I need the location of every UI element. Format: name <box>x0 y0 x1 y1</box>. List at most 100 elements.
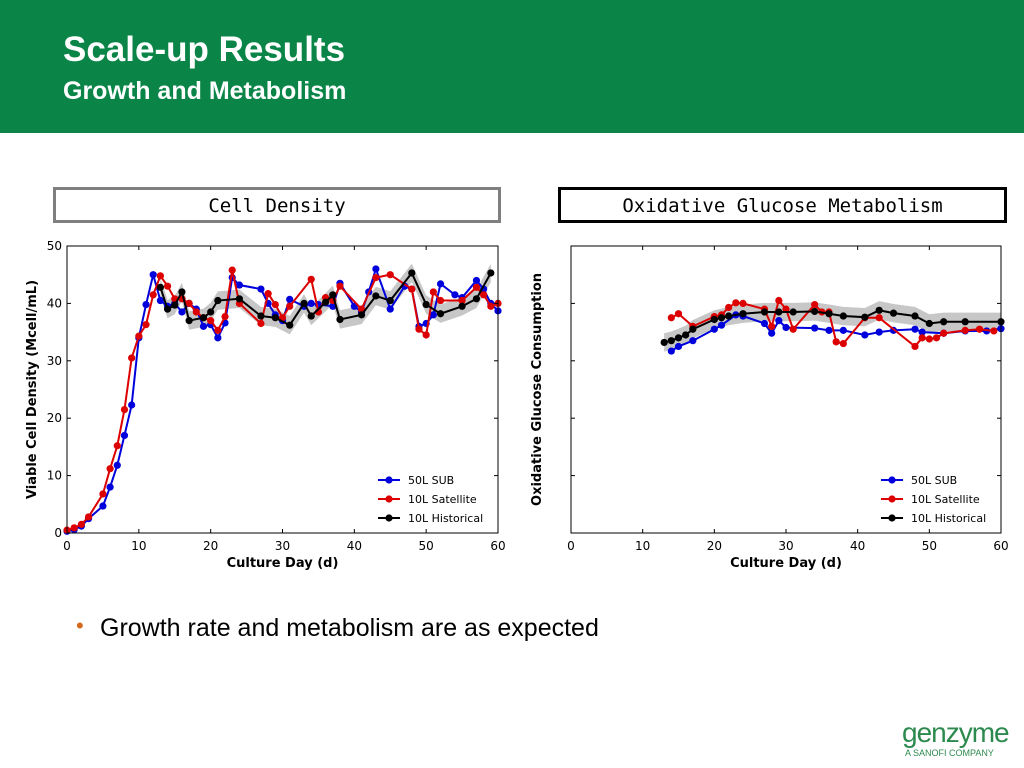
y-tick-label-2: 20 <box>47 411 62 425</box>
data-point-s2-4 <box>689 325 697 333</box>
data-point-s2-7 <box>725 312 733 320</box>
legend-marker-0 <box>888 476 896 484</box>
data-point-s0-4 <box>99 502 107 510</box>
data-point-s0-28 <box>286 295 294 303</box>
oxidative-glucose-label: Oxidative Glucose Metabolism <box>558 187 1007 223</box>
data-point-s1-38 <box>415 325 423 333</box>
data-point-s0-10 <box>782 323 790 332</box>
data-point-s1-33 <box>336 282 344 290</box>
data-point-s2-9 <box>760 308 769 316</box>
data-point-s2-9 <box>257 312 265 320</box>
data-point-s1-9 <box>135 332 143 340</box>
legend-marker-2 <box>385 514 393 522</box>
data-point-s0-30 <box>307 299 315 307</box>
y-tick-label-3: 30 <box>47 354 62 368</box>
data-point-s1-21 <box>221 313 229 321</box>
data-point-s1-21 <box>918 334 926 342</box>
bullet-text: Growth rate and metabolism are as expect… <box>100 614 599 642</box>
data-point-s1-45 <box>487 302 495 310</box>
x-tick-label-6: 60 <box>993 539 1008 553</box>
data-point-s2-11 <box>286 321 294 329</box>
x-tick-label-3: 30 <box>275 539 290 553</box>
data-point-s0-18 <box>918 328 926 336</box>
data-point-s2-17 <box>357 311 366 319</box>
data-point-s1-16 <box>185 299 193 307</box>
y-tick-label-1: 10 <box>47 469 62 483</box>
data-point-s0-8 <box>768 329 776 337</box>
data-point-s1-20 <box>214 326 222 334</box>
x-tick-label-4: 40 <box>347 539 362 553</box>
data-point-s1-5 <box>725 303 733 312</box>
data-point-s2-7 <box>214 296 222 305</box>
data-point-s2-3 <box>682 331 690 339</box>
data-point-s0-7 <box>120 431 129 440</box>
x-axis-title: Culture Day (d) <box>730 556 842 571</box>
y-axis-title: Oxidative Glucose Consumption <box>530 273 545 506</box>
data-point-s1-23 <box>932 334 941 342</box>
data-point-s1-17 <box>192 308 200 316</box>
data-point-s2-6 <box>717 314 726 322</box>
data-point-s0-24 <box>257 285 265 293</box>
y-axis-title: Viable Cell Density (Mcell/mL) <box>25 280 40 499</box>
legend-label-2: 10L Historical <box>911 512 986 525</box>
data-point-s1-7 <box>120 405 129 414</box>
data-point-s1-19 <box>207 317 215 325</box>
data-point-s0-12 <box>156 296 164 305</box>
x-tick-label-1: 10 <box>635 539 650 553</box>
data-point-s0-15 <box>178 308 186 316</box>
legend-label-0: 50L SUB <box>408 474 454 487</box>
data-point-s1-17 <box>839 339 847 348</box>
data-point-s1-5 <box>106 465 114 473</box>
data-point-s1-25 <box>264 290 272 298</box>
data-point-s0-45 <box>451 291 459 299</box>
data-point-s1-40 <box>429 288 437 296</box>
data-point-s1-13 <box>163 282 172 290</box>
genzyme-logo: genzyme A SANOFI COMPANY <box>902 718 1010 762</box>
x-tick-label-0: 0 <box>63 539 71 553</box>
data-point-s1-11 <box>782 305 790 313</box>
data-point-s2-0 <box>156 283 164 291</box>
cell-density-chart: 0 10 20 30 40 50 60 0 10 20 30 40 50 Culture Day (d) V… <box>25 239 506 571</box>
data-point-s2-23 <box>458 302 466 310</box>
data-point-s2-18 <box>911 312 919 320</box>
data-point-s2-3 <box>178 288 186 296</box>
data-point-s0-0 <box>667 347 675 355</box>
data-point-s2-6 <box>207 308 215 316</box>
data-point-s0-7 <box>760 319 769 328</box>
y-tick-label-0: 0 <box>54 526 62 540</box>
x-tick-label-2: 20 <box>203 539 218 553</box>
data-point-s1-41 <box>436 296 445 305</box>
data-point-s1-44 <box>480 291 488 299</box>
x-tick-label-1: 10 <box>131 539 146 553</box>
x-tick-label-6: 60 <box>490 539 505 553</box>
legend-label-0: 50L SUB <box>911 474 957 487</box>
data-point-s2-14 <box>839 312 847 320</box>
data-point-s0-6 <box>113 461 121 469</box>
data-point-s2-14 <box>322 298 330 306</box>
data-point-s2-24 <box>472 295 481 303</box>
legend-marker-2 <box>888 514 896 522</box>
data-point-s1-29 <box>307 275 315 283</box>
data-point-s1-13 <box>811 300 819 309</box>
data-point-s1-8 <box>128 354 136 362</box>
data-point-s2-22 <box>436 310 445 318</box>
data-point-s0-20 <box>214 334 222 342</box>
data-point-s1-27 <box>990 327 998 335</box>
data-point-s1-22 <box>228 266 236 274</box>
data-point-s0-47 <box>472 276 481 285</box>
data-point-s1-1 <box>674 310 683 318</box>
data-point-s2-21 <box>961 318 969 326</box>
data-point-s2-8 <box>235 295 243 303</box>
x-tick-label-2: 20 <box>707 539 722 553</box>
data-point-s2-10 <box>271 314 279 322</box>
data-point-s1-2 <box>77 520 85 528</box>
data-point-s0-18 <box>199 322 208 330</box>
data-point-s0-1 <box>674 342 683 351</box>
data-point-s0-15 <box>875 328 883 336</box>
data-point-s0-10 <box>142 300 150 309</box>
data-point-s1-4 <box>99 490 107 498</box>
data-point-s2-20 <box>940 318 948 326</box>
data-point-s2-21 <box>422 300 430 309</box>
plot-frame <box>570 245 1002 534</box>
data-point-s1-9 <box>768 322 776 330</box>
